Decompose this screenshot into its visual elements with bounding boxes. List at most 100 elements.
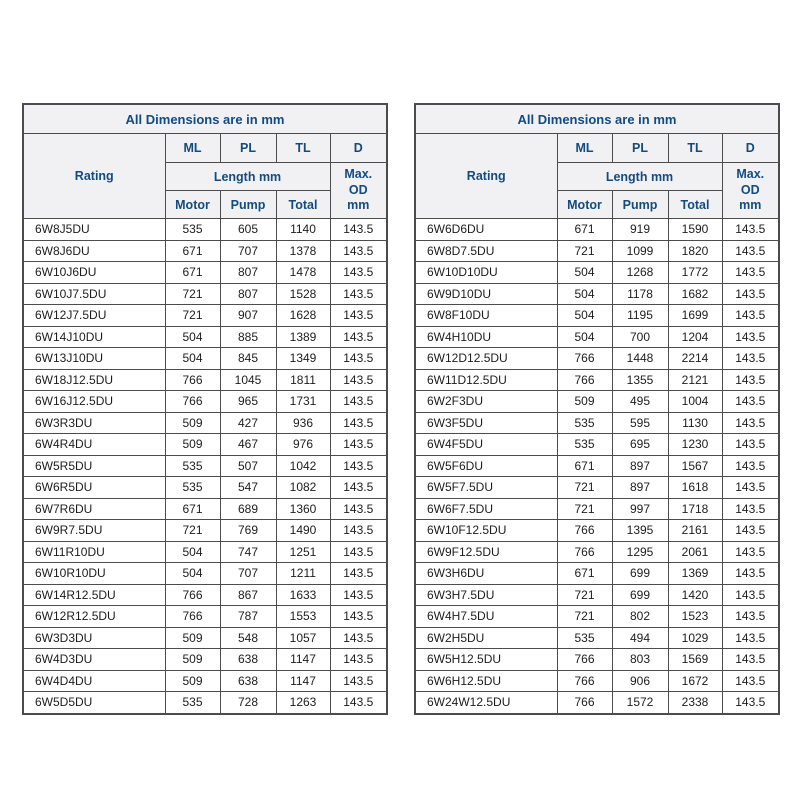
value-cell: 766 xyxy=(164,390,221,413)
rating-cell: 6W5F6DU xyxy=(414,454,558,477)
value-cell: 143.5 xyxy=(721,669,780,692)
table-row: 6W3H6DU 671 699 1369 143.5 xyxy=(414,562,780,585)
value-cell: 143.5 xyxy=(721,325,780,348)
value-cell: 2121 xyxy=(667,368,723,391)
table-row: 6W4H10DU 504 700 1204 143.5 xyxy=(414,325,780,348)
table-caption: All Dimensions are in mm xyxy=(414,103,780,134)
value-cell: 2161 xyxy=(667,519,723,542)
value-cell: 143.5 xyxy=(721,454,780,477)
value-cell: 143.5 xyxy=(329,691,388,714)
rating-cell: 6W24W12.5DU xyxy=(414,691,558,714)
value-cell: 1230 xyxy=(667,433,723,456)
rating-cell: 6W3H6DU xyxy=(414,562,558,585)
value-cell: 747 xyxy=(219,540,277,563)
value-cell: 919 xyxy=(611,218,669,241)
value-cell: 721 xyxy=(164,282,221,305)
value-cell: 143.5 xyxy=(329,282,388,305)
table-caption: All Dimensions are in mm xyxy=(22,103,388,134)
table-row: 6W11D12.5DU 766 1355 2121 143.5 xyxy=(414,368,780,391)
value-cell: 143.5 xyxy=(721,282,780,305)
table-row: 6W4F5DU 535 695 1230 143.5 xyxy=(414,433,780,456)
value-cell: 1811 xyxy=(275,368,331,391)
value-cell: 707 xyxy=(219,239,277,262)
table-row: 6W5R5DU 535 507 1042 143.5 xyxy=(22,454,388,477)
value-cell: 143.5 xyxy=(721,562,780,585)
value-cell: 997 xyxy=(611,497,669,520)
col-header-motor: Motor xyxy=(556,190,613,219)
rating-cell: 6W13J10DU xyxy=(22,347,166,370)
value-cell: 671 xyxy=(556,218,613,241)
value-cell: 143.5 xyxy=(329,218,388,241)
value-cell: 766 xyxy=(556,368,613,391)
rating-cell: 6W11D12.5DU xyxy=(414,368,558,391)
table-row: 6W12D12.5DU 766 1448 2214 143.5 xyxy=(414,347,780,370)
value-cell: 1478 xyxy=(275,261,331,284)
value-cell: 965 xyxy=(219,390,277,413)
value-cell: 143.5 xyxy=(329,519,388,542)
value-cell: 535 xyxy=(164,454,221,477)
value-cell: 504 xyxy=(164,347,221,370)
table-row: 6W10R10DU 504 707 1211 143.5 xyxy=(22,562,388,585)
value-cell: 707 xyxy=(219,562,277,585)
value-cell: 787 xyxy=(219,605,277,628)
value-cell: 143.5 xyxy=(721,347,780,370)
rating-cell: 6W8F10DU xyxy=(414,304,558,327)
value-cell: 143.5 xyxy=(329,540,388,563)
rating-cell: 6W8J6DU xyxy=(22,239,166,262)
value-cell: 1045 xyxy=(219,368,277,391)
rating-cell: 6W3R3DU xyxy=(22,411,166,434)
value-cell: 143.5 xyxy=(329,304,388,327)
value-cell: 721 xyxy=(556,476,613,499)
value-cell: 1099 xyxy=(611,239,669,262)
value-cell: 143.5 xyxy=(721,261,780,284)
table-row: 6W6D6DU 671 919 1590 143.5 xyxy=(414,218,780,241)
table-row: 6W12J7.5DU 721 907 1628 143.5 xyxy=(22,304,388,327)
table-row: 6W4R4DU 509 467 976 143.5 xyxy=(22,433,388,456)
rating-cell: 6W14J10DU xyxy=(22,325,166,348)
value-cell: 1195 xyxy=(611,304,669,327)
rating-cell: 6W10J7.5DU xyxy=(22,282,166,305)
value-cell: 143.5 xyxy=(721,497,780,520)
value-cell: 867 xyxy=(219,583,277,606)
value-cell: 143.5 xyxy=(329,411,388,434)
value-cell: 906 xyxy=(611,669,669,692)
rating-cell: 6W2F3DU xyxy=(414,390,558,413)
value-cell: 1042 xyxy=(275,454,331,477)
col-header-rating: Rating xyxy=(22,133,166,219)
value-cell: 885 xyxy=(219,325,277,348)
value-cell: 595 xyxy=(611,411,669,434)
rating-cell: 6W16J12.5DU xyxy=(22,390,166,413)
value-cell: 143.5 xyxy=(721,583,780,606)
rating-cell: 6W4D3DU xyxy=(22,648,166,671)
col-header-rating: Rating xyxy=(414,133,558,219)
table-row: 6W18J12.5DU 766 1045 1811 143.5 xyxy=(22,368,388,391)
rating-cell: 6W5F7.5DU xyxy=(414,476,558,499)
col-header-ml: ML xyxy=(164,133,221,163)
col-header-total: Total xyxy=(667,190,723,219)
value-cell: 494 xyxy=(611,626,669,649)
rating-cell: 6W5H12.5DU xyxy=(414,648,558,671)
value-cell: 1569 xyxy=(667,648,723,671)
value-cell: 605 xyxy=(219,218,277,241)
col-header-motor: Motor xyxy=(164,190,221,219)
value-cell: 507 xyxy=(219,454,277,477)
value-cell: 1378 xyxy=(275,239,331,262)
value-cell: 535 xyxy=(164,476,221,499)
value-cell: 143.5 xyxy=(329,476,388,499)
value-cell: 721 xyxy=(556,239,613,262)
value-cell: 1633 xyxy=(275,583,331,606)
col-header-length: Length mm xyxy=(164,162,331,191)
value-cell: 1360 xyxy=(275,497,331,520)
col-header-d: D xyxy=(329,133,388,163)
value-cell: 976 xyxy=(275,433,331,456)
value-cell: 2061 xyxy=(667,540,723,563)
value-cell: 689 xyxy=(219,497,277,520)
value-cell: 143.5 xyxy=(721,411,780,434)
rating-cell: 6W12R12.5DU xyxy=(22,605,166,628)
rating-cell: 6W9R7.5DU xyxy=(22,519,166,542)
value-cell: 509 xyxy=(164,626,221,649)
value-cell: 695 xyxy=(611,433,669,456)
value-cell: 1211 xyxy=(275,562,331,585)
value-cell: 143.5 xyxy=(721,304,780,327)
col-header-pump: Pump xyxy=(611,190,669,219)
